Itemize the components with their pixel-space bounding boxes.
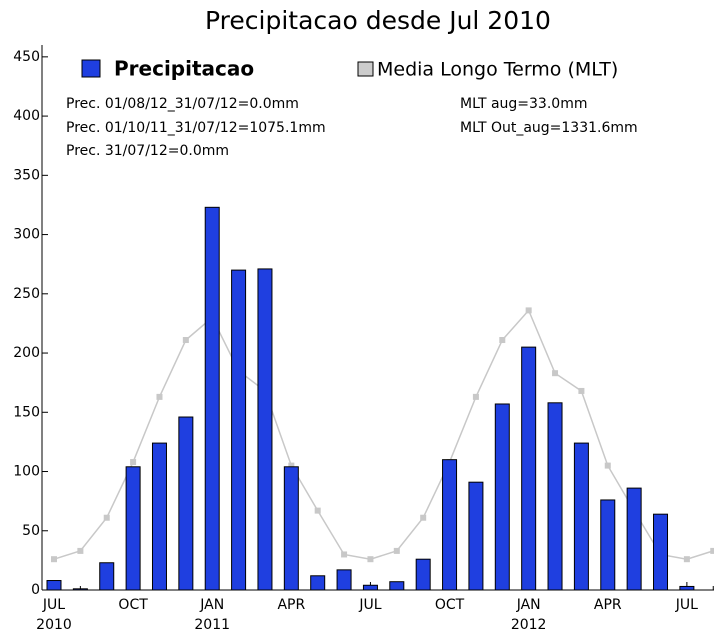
annotation: MLT Out_aug=1331.6mm — [460, 120, 638, 136]
annotation: MLT aug=33.0mm — [460, 96, 587, 112]
x-year-label: 2010 — [36, 617, 72, 633]
y-tick-label: 150 — [13, 404, 40, 420]
bar — [46, 580, 62, 591]
y-tick-label: 100 — [13, 464, 40, 480]
bar — [389, 581, 405, 591]
x-tick-label: JAN — [199, 597, 224, 613]
x-tick-label: APR — [277, 597, 305, 613]
bar — [653, 513, 669, 591]
legend-label: Media Longo Termo (MLT) — [377, 59, 618, 81]
mlt-point — [393, 547, 400, 554]
x-tick-label: OCT — [118, 597, 148, 613]
bar — [573, 442, 589, 591]
annotation: Prec. 01/08/12_31/07/12=0.0mm — [66, 96, 299, 112]
bar — [362, 584, 378, 591]
mlt-point — [51, 556, 57, 563]
bar — [494, 403, 510, 591]
x-tick-label: JUL — [675, 597, 698, 613]
mlt-point — [683, 556, 690, 563]
mlt-point — [525, 307, 532, 314]
y-tick-label: 400 — [13, 108, 40, 124]
bar — [521, 346, 537, 591]
bar — [468, 481, 484, 591]
bar — [125, 466, 141, 591]
mlt-point — [156, 393, 163, 400]
mlt-point — [288, 462, 295, 469]
chart-title: Precipitacao desde Jul 2010 — [205, 6, 551, 35]
bar — [151, 442, 167, 591]
bar — [72, 588, 88, 591]
bar — [600, 499, 616, 591]
bar — [547, 402, 563, 591]
bar — [257, 268, 273, 591]
annotation: Prec. 01/10/11_31/07/12=1075.1mm — [66, 120, 326, 136]
mlt-point — [420, 514, 427, 521]
mlt-point — [604, 462, 611, 469]
bar — [178, 416, 194, 591]
x-tick-label: JAN — [516, 597, 541, 613]
mlt-point — [314, 507, 321, 514]
legend-label: Precipitacao — [114, 57, 254, 81]
bar — [679, 585, 695, 591]
mlt-point — [341, 551, 348, 558]
mlt-point — [552, 370, 559, 377]
legend-swatch — [81, 59, 101, 78]
bar — [415, 558, 431, 591]
bar — [231, 269, 247, 591]
mlt-point — [77, 547, 84, 554]
y-tick-label: 0 — [31, 582, 40, 598]
mlt-point — [578, 387, 585, 394]
y-tick-label: 450 — [13, 49, 40, 65]
mlt-line — [53, 309, 714, 560]
bar — [336, 569, 352, 591]
mlt-point — [472, 393, 479, 400]
bar — [204, 206, 220, 591]
bar — [442, 459, 458, 591]
mlt-point — [367, 556, 374, 563]
x-tick-label: JUL — [42, 597, 65, 613]
x-year-label: 2011 — [194, 617, 230, 633]
mlt-point — [103, 514, 110, 521]
mlt-point — [499, 337, 506, 344]
bar — [626, 487, 642, 591]
y-tick-label: 200 — [13, 345, 40, 361]
y-tick-label: 300 — [13, 227, 40, 243]
annotation: Prec. 31/07/12=0.0mm — [66, 143, 229, 159]
mlt-point — [710, 547, 714, 554]
x-year-label: 2012 — [511, 617, 547, 633]
y-tick-label: 350 — [13, 167, 40, 183]
bar — [99, 562, 115, 591]
bar — [283, 466, 299, 591]
mlt-point — [130, 459, 137, 466]
mlt-point — [182, 337, 189, 344]
x-tick-label: JUL — [358, 597, 381, 613]
bar — [310, 575, 326, 591]
y-tick-label: 250 — [13, 286, 40, 302]
x-tick-label: OCT — [435, 597, 465, 613]
y-tick-label: 50 — [22, 523, 40, 539]
legend-swatch — [357, 61, 374, 77]
x-tick-label: APR — [594, 597, 622, 613]
